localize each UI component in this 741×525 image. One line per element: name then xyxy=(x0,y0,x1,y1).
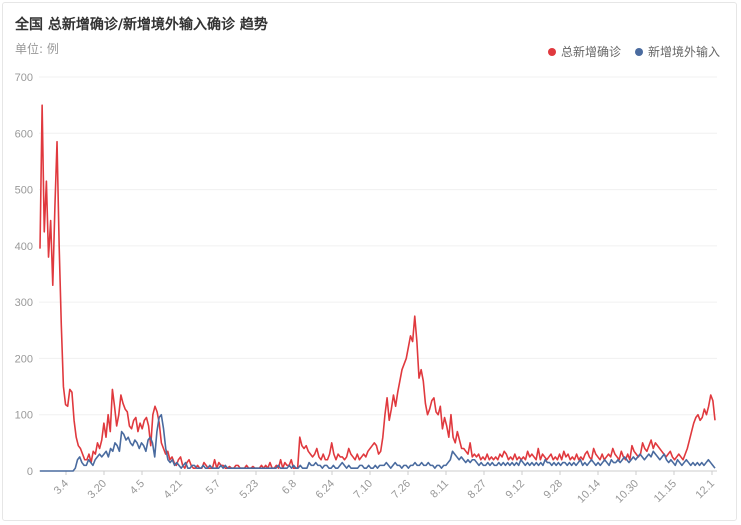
y-tick-label: 0 xyxy=(27,466,33,478)
y-tick-label: 300 xyxy=(15,297,33,309)
x-tick-label: 5.23 xyxy=(237,478,261,502)
x-tick-label: 4.5 xyxy=(128,478,147,497)
x-tick-label: 8.11 xyxy=(428,478,451,501)
legend-dot-total xyxy=(547,47,556,56)
y-tick-label: 200 xyxy=(15,353,33,365)
x-axis: 3.4 3.20 4.5 4.21 5.7 5.23 6.8 6.24 7.10 7.26 8.11… xyxy=(52,471,717,506)
series-lines xyxy=(39,104,716,472)
x-tick-label: 4.21 xyxy=(161,478,185,502)
x-tick-label: 9.28 xyxy=(541,478,565,502)
x-tick-label: 8.27 xyxy=(465,478,489,502)
unit-label: 单位: 例 xyxy=(15,42,59,56)
chart-title: 全国 总新增确诊/新增境外输入确诊 趋势 xyxy=(15,17,268,33)
x-tick-label: 10.30 xyxy=(613,478,641,506)
legend-label-total: 总新增确诊 xyxy=(560,45,621,59)
y-axis: 0 100 200 300 400 500 600 700 xyxy=(15,72,33,478)
x-tick-label: 9.12 xyxy=(503,478,527,502)
y-tick-label: 400 xyxy=(15,241,33,253)
legend: 总新增确诊 新增境外输入 xyxy=(547,43,720,60)
legend-label-imported: 新增境外输入 xyxy=(647,45,720,59)
series-line-total[interactable] xyxy=(39,104,716,469)
x-tick-label: 10.14 xyxy=(575,478,603,506)
x-tick-label: 3.4 xyxy=(52,478,71,497)
x-tick-label: 7.10 xyxy=(351,478,375,502)
x-tick-label: 3.20 xyxy=(85,478,109,502)
x-tick-label: 12.1 xyxy=(693,478,717,502)
grid xyxy=(39,76,717,472)
x-tick-label: 6.8 xyxy=(280,478,299,497)
series-line-imported[interactable] xyxy=(40,413,716,472)
y-tick-label: 700 xyxy=(15,72,33,84)
x-tick-label: 11.15 xyxy=(652,478,679,505)
x-tick-label: 7.26 xyxy=(389,478,413,502)
x-tick-label: 5.7 xyxy=(204,478,223,497)
y-tick-label: 100 xyxy=(15,410,33,422)
legend-item-imported[interactable]: 新增境外输入 xyxy=(634,43,720,60)
y-tick-label: 500 xyxy=(15,185,33,197)
legend-item-total[interactable]: 总新增确诊 xyxy=(547,43,621,60)
x-tick-label: 6.24 xyxy=(313,478,337,502)
legend-dot-imported xyxy=(634,47,643,56)
y-tick-label: 600 xyxy=(15,128,33,140)
